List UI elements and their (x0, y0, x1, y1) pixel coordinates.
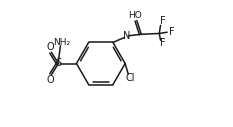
Text: S: S (55, 59, 62, 68)
Text: O: O (47, 42, 54, 52)
Text: O: O (47, 75, 54, 85)
Text: NH₂: NH₂ (53, 38, 70, 47)
Text: F: F (160, 16, 166, 26)
Text: N: N (123, 31, 130, 41)
Text: HO: HO (128, 11, 142, 20)
Text: F: F (169, 27, 175, 37)
Text: Cl: Cl (125, 73, 135, 83)
Text: F: F (160, 38, 166, 48)
